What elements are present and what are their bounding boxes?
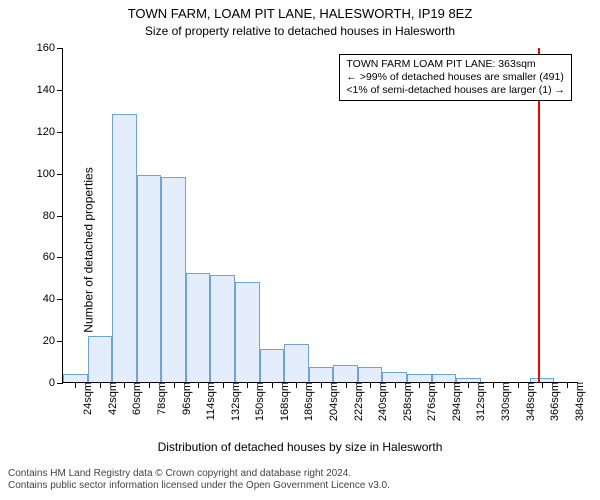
histogram-bar	[137, 175, 162, 382]
x-tick-label: 366sqm	[542, 382, 561, 421]
histogram-bar	[333, 365, 358, 382]
x-tick-label: 132sqm	[223, 382, 242, 421]
histogram-bar	[456, 378, 481, 382]
x-tick-label: 222sqm	[346, 382, 365, 421]
histogram-bar	[161, 177, 186, 382]
annotation-line: ← >99% of detached houses are smaller (4…	[346, 71, 565, 84]
histogram-bar	[309, 367, 334, 382]
histogram-bar	[88, 336, 113, 382]
x-tick-label: 24sqm	[75, 382, 94, 415]
histogram-bar	[284, 344, 309, 382]
x-tick-label: 168sqm	[272, 382, 291, 421]
x-tick-label: 384sqm	[567, 382, 586, 421]
y-tick-label: 40	[43, 293, 63, 305]
axes: 02040608010012014016024sqm42sqm60sqm78sq…	[62, 48, 578, 383]
x-tick-label: 204sqm	[321, 382, 340, 421]
annotation-line: <1% of semi-detached houses are larger (…	[346, 84, 565, 97]
x-tick-label: 96sqm	[174, 382, 193, 415]
x-tick-label: 42sqm	[100, 382, 119, 415]
histogram-bar	[260, 349, 285, 383]
x-axis-label: Distribution of detached houses by size …	[0, 440, 600, 454]
chart-container: TOWN FARM, LOAM PIT LANE, HALESWORTH, IP…	[0, 0, 600, 500]
plot-area: 02040608010012014016024sqm42sqm60sqm78sq…	[62, 48, 578, 383]
histogram-bar	[112, 114, 137, 382]
x-tick-label: 258sqm	[395, 382, 414, 421]
histogram-bar	[530, 378, 555, 382]
histogram-bar	[382, 372, 407, 382]
x-tick-label: 294sqm	[444, 382, 463, 421]
annotation-box: TOWN FARM LOAM PIT LANE: 363sqm← >99% of…	[339, 54, 572, 101]
x-tick-label: 276sqm	[419, 382, 438, 421]
x-tick-label: 78sqm	[149, 382, 168, 415]
annotation-line: TOWN FARM LOAM PIT LANE: 363sqm	[346, 58, 565, 71]
histogram-bar	[432, 374, 457, 382]
chart-subtitle: Size of property relative to detached ho…	[0, 24, 600, 38]
y-tick-label: 80	[43, 210, 63, 222]
x-tick-label: 348sqm	[518, 382, 537, 421]
x-tick-label: 240sqm	[370, 382, 389, 421]
x-tick-label: 150sqm	[247, 382, 266, 421]
histogram-bar	[358, 367, 383, 382]
y-tick-label: 160	[37, 42, 63, 54]
histogram-bar	[235, 282, 260, 383]
footer-line-1: Contains HM Land Registry data © Crown c…	[8, 468, 390, 480]
footer-attribution: Contains HM Land Registry data © Crown c…	[8, 468, 390, 492]
x-tick-label: 60sqm	[124, 382, 143, 415]
x-tick-label: 114sqm	[198, 382, 217, 420]
chart-title: TOWN FARM, LOAM PIT LANE, HALESWORTH, IP…	[0, 6, 600, 21]
histogram-bar	[63, 374, 88, 382]
y-tick-label: 120	[37, 126, 63, 138]
x-tick-label: 312sqm	[468, 382, 487, 421]
y-tick-label: 60	[43, 251, 63, 263]
histogram-bar	[210, 275, 235, 382]
y-tick-label: 100	[37, 168, 63, 180]
y-tick-label: 0	[49, 377, 63, 389]
x-tick-label: 330sqm	[493, 382, 512, 421]
histogram-bar	[186, 273, 211, 382]
y-tick-label: 20	[43, 335, 63, 347]
x-tick-label: 186sqm	[296, 382, 315, 421]
footer-line-2: Contains public sector information licen…	[8, 480, 390, 492]
y-tick-label: 140	[37, 84, 63, 96]
histogram-bar	[407, 374, 432, 382]
